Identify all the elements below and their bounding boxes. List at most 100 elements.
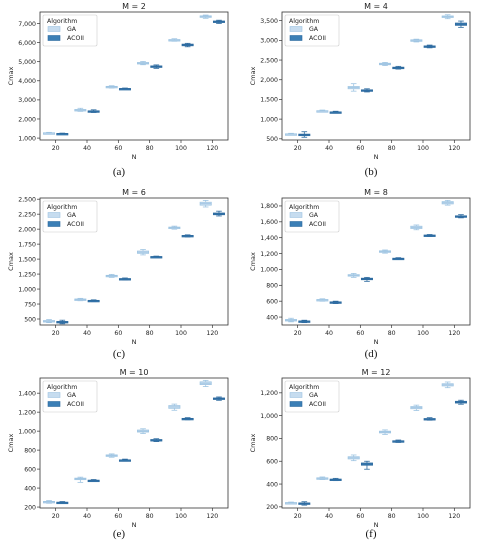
- y-tick-label: 1,000: [260, 267, 278, 274]
- y-tick-label: 1,000: [18, 135, 36, 142]
- x-tick-label: 80: [388, 330, 396, 337]
- y-tick-label: 2,500: [18, 196, 36, 203]
- x-tick-label: 40: [325, 330, 333, 337]
- x-tick-label: 120: [448, 145, 460, 152]
- legend-title: Algorithm: [47, 384, 77, 391]
- y-tick-label: 1,800: [260, 203, 278, 210]
- y-tick-label: 3,500: [260, 18, 278, 25]
- x-tick-label: 80: [146, 145, 154, 152]
- chart-panel-3: M = 6 500 750 1,000 1,250 1,500 1,750 2,000 2,25…: [7, 188, 229, 360]
- box-ga-60: [105, 85, 118, 89]
- box-acoii-100: [423, 44, 436, 49]
- y-tick-label: 500: [24, 316, 36, 323]
- box-ga-40: [74, 297, 87, 302]
- box-ga-120: [441, 381, 454, 389]
- y-tick-label: 2,000: [260, 77, 278, 84]
- legend-swatch-acoii: [47, 401, 61, 407]
- box-acoii-100: [423, 417, 436, 421]
- y-tick-label: 1,200: [260, 251, 278, 258]
- box-acoii-80: [150, 64, 163, 69]
- box-ga-20: [43, 319, 56, 324]
- box-ga-120: [199, 379, 212, 387]
- box-ga-120: [199, 14, 212, 19]
- y-axis-label: Cmax: [249, 433, 257, 452]
- x-tick-label: 20: [52, 330, 60, 337]
- y-tick-label: 400: [266, 314, 278, 321]
- legend-entry: ACOII: [309, 35, 326, 42]
- x-axis-label: N: [132, 153, 137, 161]
- box-acoii-20: [56, 501, 69, 505]
- y-tick-label: 400: [266, 481, 278, 488]
- box-acoii-120: [212, 210, 225, 217]
- y-tick-label: 2,250: [18, 211, 36, 218]
- box-ga-60: [105, 453, 118, 458]
- box-acoii-60: [118, 277, 131, 281]
- y-tick-label: 600: [24, 466, 36, 473]
- box-acoii-100: [181, 42, 194, 48]
- x-tick-label: 100: [417, 330, 429, 337]
- legend-swatch-acoii: [289, 401, 303, 407]
- y-tick-label: 800: [24, 447, 36, 454]
- box-acoii-60: [360, 276, 373, 282]
- chart-title: M = 6: [122, 188, 146, 197]
- box-ga-60: [105, 273, 118, 278]
- box-acoii-40: [329, 477, 342, 482]
- box-ga-120: [441, 14, 454, 20]
- legend-swatch-ga: [47, 26, 61, 32]
- y-tick-label: 1,250: [18, 271, 36, 278]
- box-ga-100: [168, 225, 181, 230]
- y-tick-label: 800: [266, 283, 278, 290]
- box-ga-80: [379, 62, 392, 66]
- x-axis-label: N: [374, 338, 379, 346]
- chart-title: M = 8: [364, 188, 388, 197]
- chart-panel-2: M = 4 500 1,000 1,500 2,000 2,500 3,000 3,500 20…: [249, 2, 471, 178]
- legend-entry: ACOII: [67, 401, 84, 408]
- y-tick-label: 1,500: [260, 97, 278, 104]
- x-tick-label: 60: [356, 513, 364, 520]
- x-axis-label: N: [374, 521, 379, 529]
- box-acoii-120: [454, 20, 467, 28]
- box-ga-100: [168, 403, 181, 411]
- chart-panel-4: M = 8 400 600 800 1,000 1,200 1,400 1,600 1,800 2…: [249, 188, 471, 360]
- y-axis-label: Cmax: [7, 433, 15, 452]
- y-tick-label: 2,000: [18, 116, 36, 123]
- box-ga-20: [285, 501, 298, 505]
- x-tick-label: 40: [325, 145, 333, 152]
- x-tick-label: 60: [114, 330, 122, 337]
- box-acoii-60: [118, 87, 131, 91]
- box-acoii-80: [392, 257, 405, 261]
- y-tick-label: 400: [24, 485, 36, 492]
- y-tick-label: 1,200: [18, 409, 36, 416]
- panel-letter: (a): [113, 166, 126, 178]
- box-ga-40: [316, 476, 329, 480]
- x-axis-label: N: [374, 153, 379, 161]
- y-tick-label: 200: [24, 504, 36, 511]
- y-tick-label: 500: [266, 136, 278, 143]
- box-ga-20: [285, 132, 298, 136]
- box-acoii-20: [298, 501, 311, 506]
- box-acoii-40: [87, 109, 100, 113]
- x-tick-label: 80: [388, 145, 396, 152]
- box-ga-60: [347, 454, 360, 462]
- box-acoii-80: [150, 255, 163, 259]
- box-ga-120: [199, 199, 212, 208]
- panel-letter: (b): [365, 166, 378, 178]
- y-tick-label: 1,200: [260, 390, 278, 397]
- box-acoii-60: [118, 458, 131, 462]
- legend-entry: ACOII: [67, 35, 84, 42]
- legend-entry: GA: [67, 392, 77, 399]
- y-tick-label: 7,000: [18, 21, 36, 28]
- box-ga-100: [410, 224, 423, 231]
- legend-entry: ACOII: [309, 221, 326, 228]
- x-tick-label: 20: [294, 145, 302, 152]
- box-ga-20: [43, 500, 56, 504]
- y-tick-label: 5,000: [18, 59, 36, 66]
- box-acoii-40: [87, 299, 100, 303]
- y-tick-label: 1,000: [18, 428, 36, 435]
